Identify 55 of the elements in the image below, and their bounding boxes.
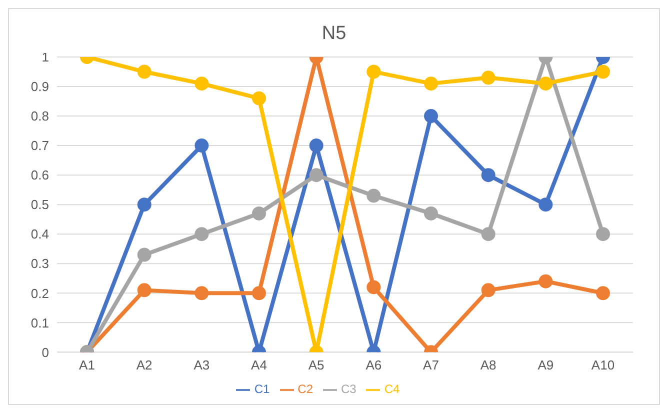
x-tick-label: A6: [366, 357, 382, 372]
y-tick-label: 1: [42, 50, 49, 65]
y-tick-label: 0: [42, 344, 49, 360]
y-tick-label: 0.6: [30, 168, 49, 183]
point: [366, 280, 381, 294]
legend-label: C3: [341, 382, 356, 396]
point: [424, 109, 438, 124]
point: [194, 138, 209, 153]
point: [137, 198, 152, 212]
point: [596, 227, 610, 242]
x-tick-label: A7: [423, 357, 439, 372]
point: [137, 248, 152, 262]
y-tick-label: 0.3: [30, 256, 49, 272]
legend-label: C2: [298, 382, 313, 396]
x-tick-label: A9: [538, 357, 554, 372]
point: [481, 227, 496, 242]
point: [424, 206, 438, 220]
x-tick-label: A3: [194, 357, 210, 372]
point: [481, 283, 496, 298]
y-tick-label: 0.1: [30, 315, 49, 330]
y-tick-label: 0.2: [30, 286, 49, 301]
x-tick-label: A4: [251, 357, 267, 372]
y-tick-label: 0.5: [30, 197, 49, 212]
point: [137, 64, 152, 79]
point: [538, 198, 553, 212]
x-tick-label: A10: [591, 357, 615, 372]
point: [309, 168, 324, 182]
point: [481, 168, 496, 182]
y-tick-label: 0.4: [30, 226, 49, 242]
point: [481, 70, 496, 85]
y-tick-label: 0.7: [30, 138, 49, 154]
chart-title: N5: [322, 23, 346, 44]
point: [194, 76, 209, 91]
x-tick-label: A1: [79, 357, 95, 372]
point: [194, 227, 209, 242]
point: [538, 76, 553, 91]
legend-label: C1: [254, 382, 270, 396]
point: [137, 283, 152, 298]
point: [366, 188, 381, 203]
x-tick-label: A8: [480, 357, 496, 372]
point: [538, 274, 553, 288]
point: [424, 76, 438, 91]
point: [309, 138, 324, 153]
point: [194, 286, 209, 300]
x-tick-label: A2: [136, 357, 152, 372]
point: [596, 64, 610, 79]
x-tick-label: A5: [308, 357, 324, 372]
legend-label: C4: [384, 382, 400, 396]
point: [252, 286, 266, 300]
point: [596, 286, 610, 300]
point: [252, 91, 266, 106]
point: [366, 64, 381, 79]
y-tick-label: 0.9: [30, 79, 49, 94]
y-tick-label: 0.8: [30, 108, 49, 124]
point: [252, 206, 266, 220]
